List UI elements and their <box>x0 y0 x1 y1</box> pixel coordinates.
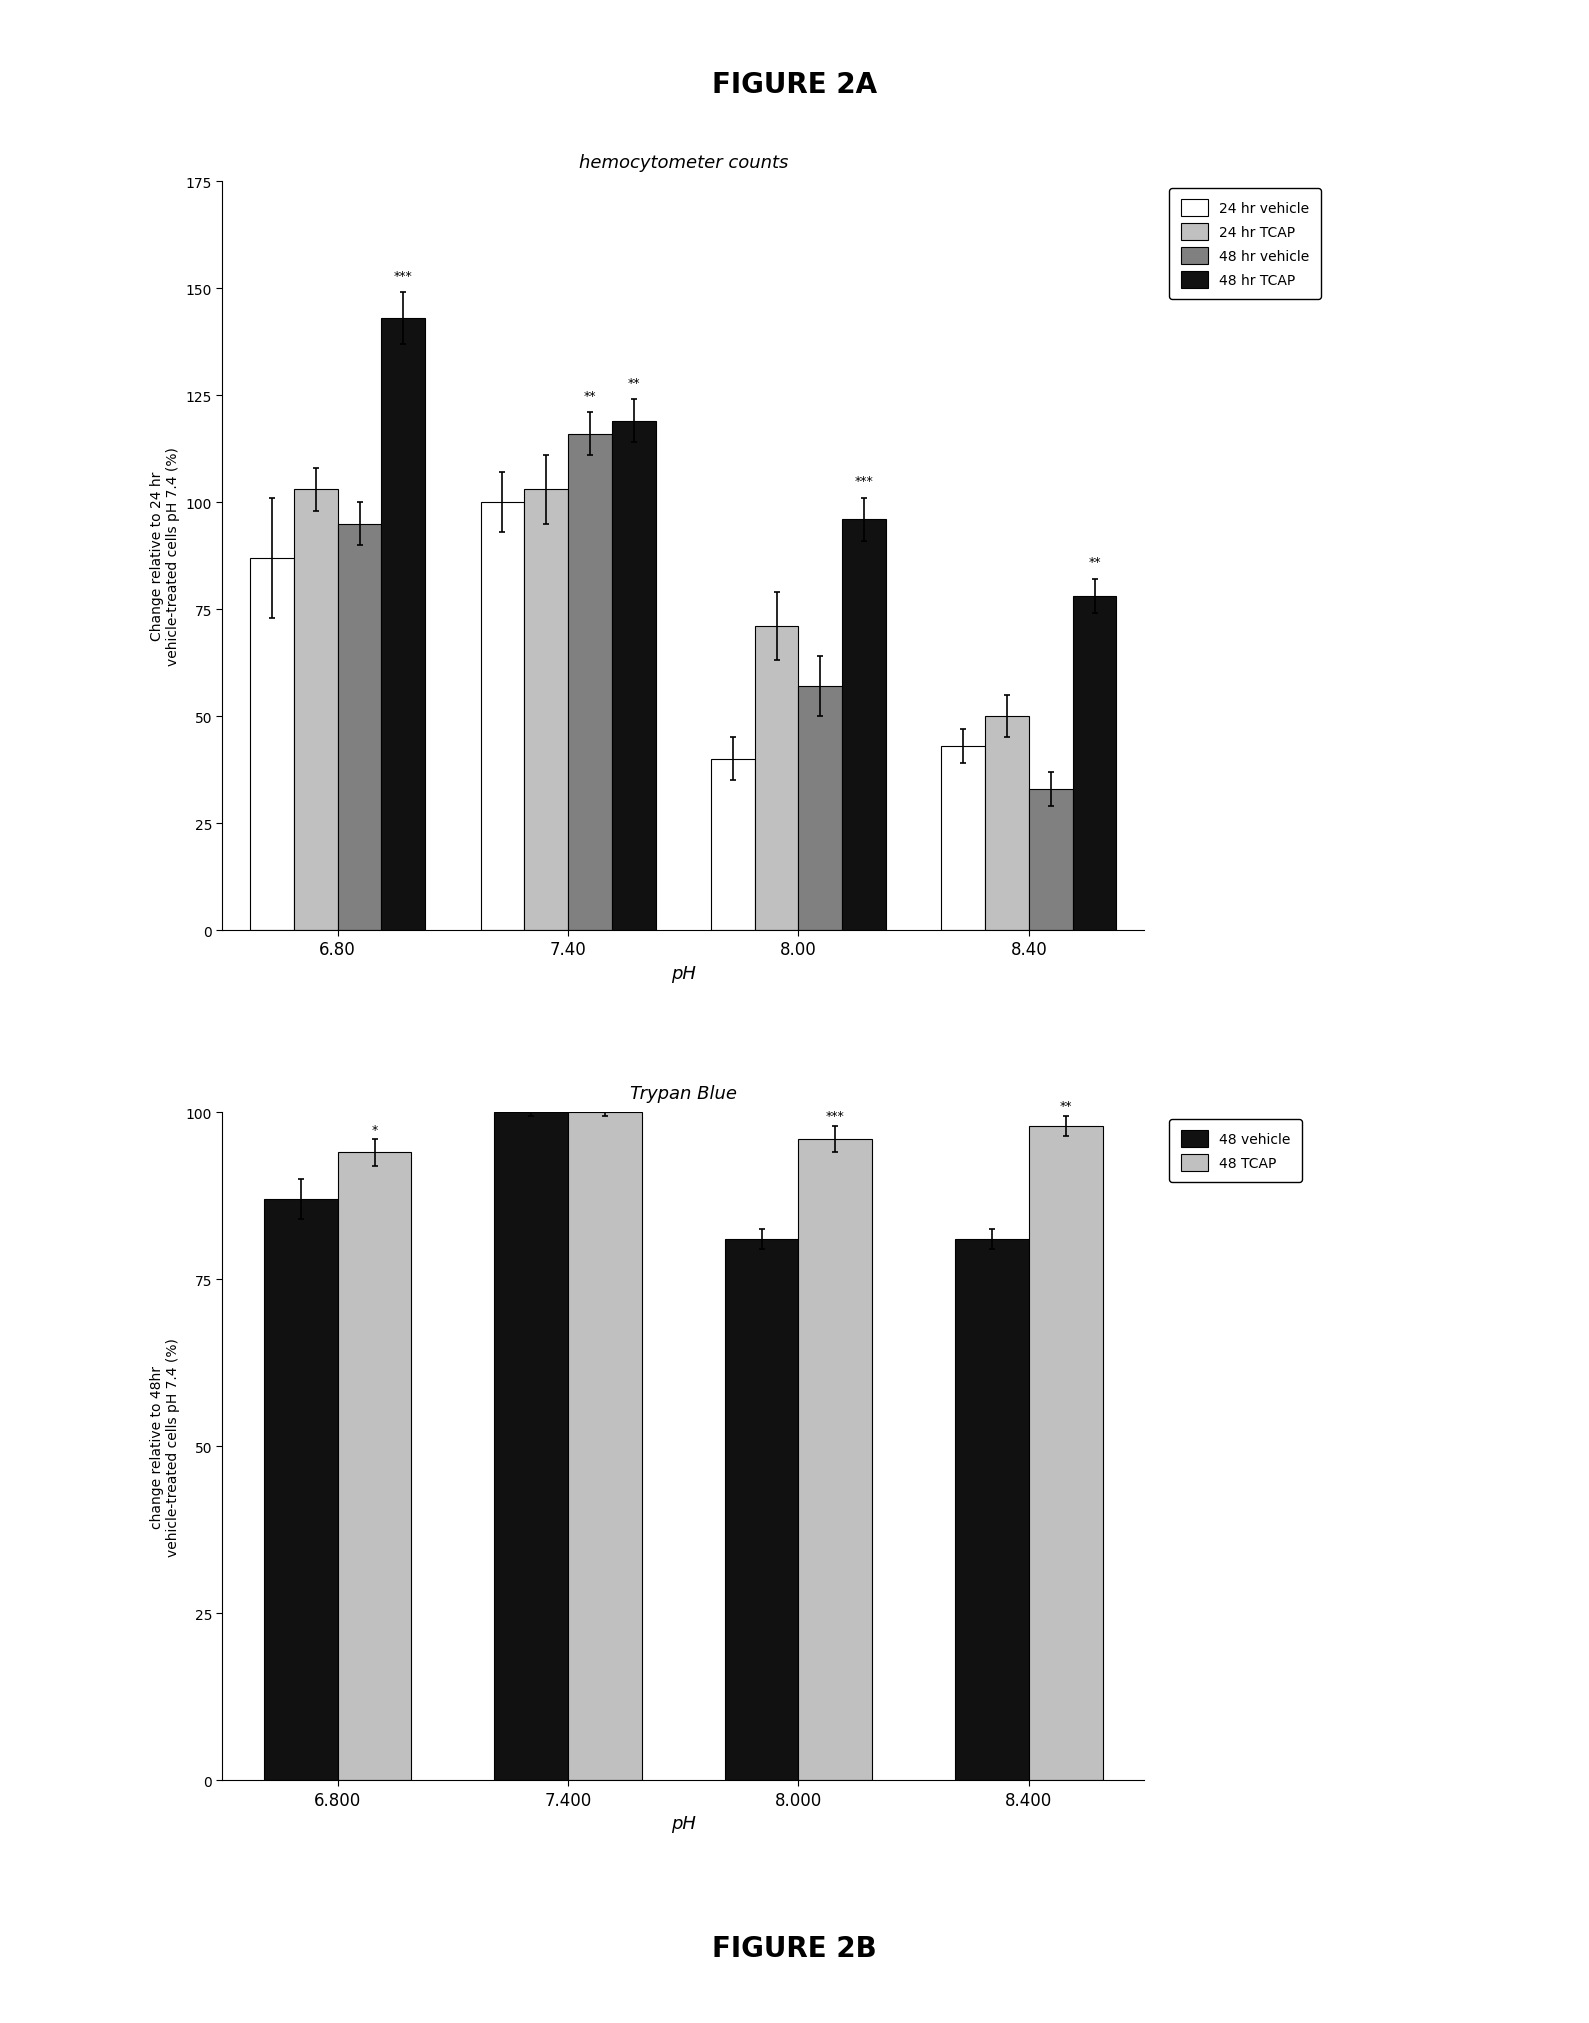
Text: ***: *** <box>855 475 874 488</box>
Bar <box>524 490 569 931</box>
Text: **: ** <box>1060 1101 1073 1113</box>
Bar <box>955 1240 1030 1780</box>
Bar <box>1073 597 1117 931</box>
Text: **: ** <box>583 388 596 403</box>
Text: ***: *** <box>394 269 413 283</box>
Bar <box>569 435 612 931</box>
Y-axis label: Change relative to 24 hr
vehicle-treated cells pH 7.4 (%): Change relative to 24 hr vehicle-treated… <box>149 447 180 666</box>
Bar <box>799 1139 872 1780</box>
X-axis label: pH: pH <box>671 1815 696 1833</box>
Bar <box>480 504 524 931</box>
Bar <box>755 627 798 931</box>
Bar <box>249 558 294 931</box>
Bar <box>338 524 381 931</box>
Legend: 24 hr vehicle, 24 hr TCAP, 48 hr vehicle, 48 hr TCAP: 24 hr vehicle, 24 hr TCAP, 48 hr vehicle… <box>1170 188 1320 299</box>
Bar <box>338 1153 412 1780</box>
Title: Trypan Blue: Trypan Blue <box>629 1084 737 1103</box>
Bar <box>842 520 887 931</box>
Bar <box>985 716 1030 931</box>
Text: **: ** <box>628 376 640 390</box>
Bar <box>941 746 985 931</box>
Bar <box>264 1200 338 1780</box>
Title: hemocytometer counts: hemocytometer counts <box>578 154 788 172</box>
Text: ***: *** <box>826 1111 845 1123</box>
Bar <box>381 320 426 931</box>
Text: **: ** <box>1088 556 1101 568</box>
Bar <box>799 686 842 931</box>
Text: FIGURE 2B: FIGURE 2B <box>712 1934 877 1962</box>
Text: FIGURE 2A: FIGURE 2A <box>712 71 877 99</box>
Bar <box>294 490 338 931</box>
X-axis label: pH: pH <box>671 965 696 983</box>
Bar <box>1030 1127 1103 1780</box>
Bar <box>725 1240 798 1780</box>
Bar <box>612 421 656 931</box>
Text: *: * <box>372 1123 378 1137</box>
Bar <box>710 759 755 931</box>
Legend: 48 vehicle, 48 TCAP: 48 vehicle, 48 TCAP <box>1170 1119 1301 1183</box>
Bar <box>569 1113 642 1780</box>
Bar <box>1030 789 1073 931</box>
Y-axis label: change relative to 48hr
vehicle-treated cells pH 7.4 (%): change relative to 48hr vehicle-treated … <box>149 1337 180 1556</box>
Bar <box>494 1113 569 1780</box>
